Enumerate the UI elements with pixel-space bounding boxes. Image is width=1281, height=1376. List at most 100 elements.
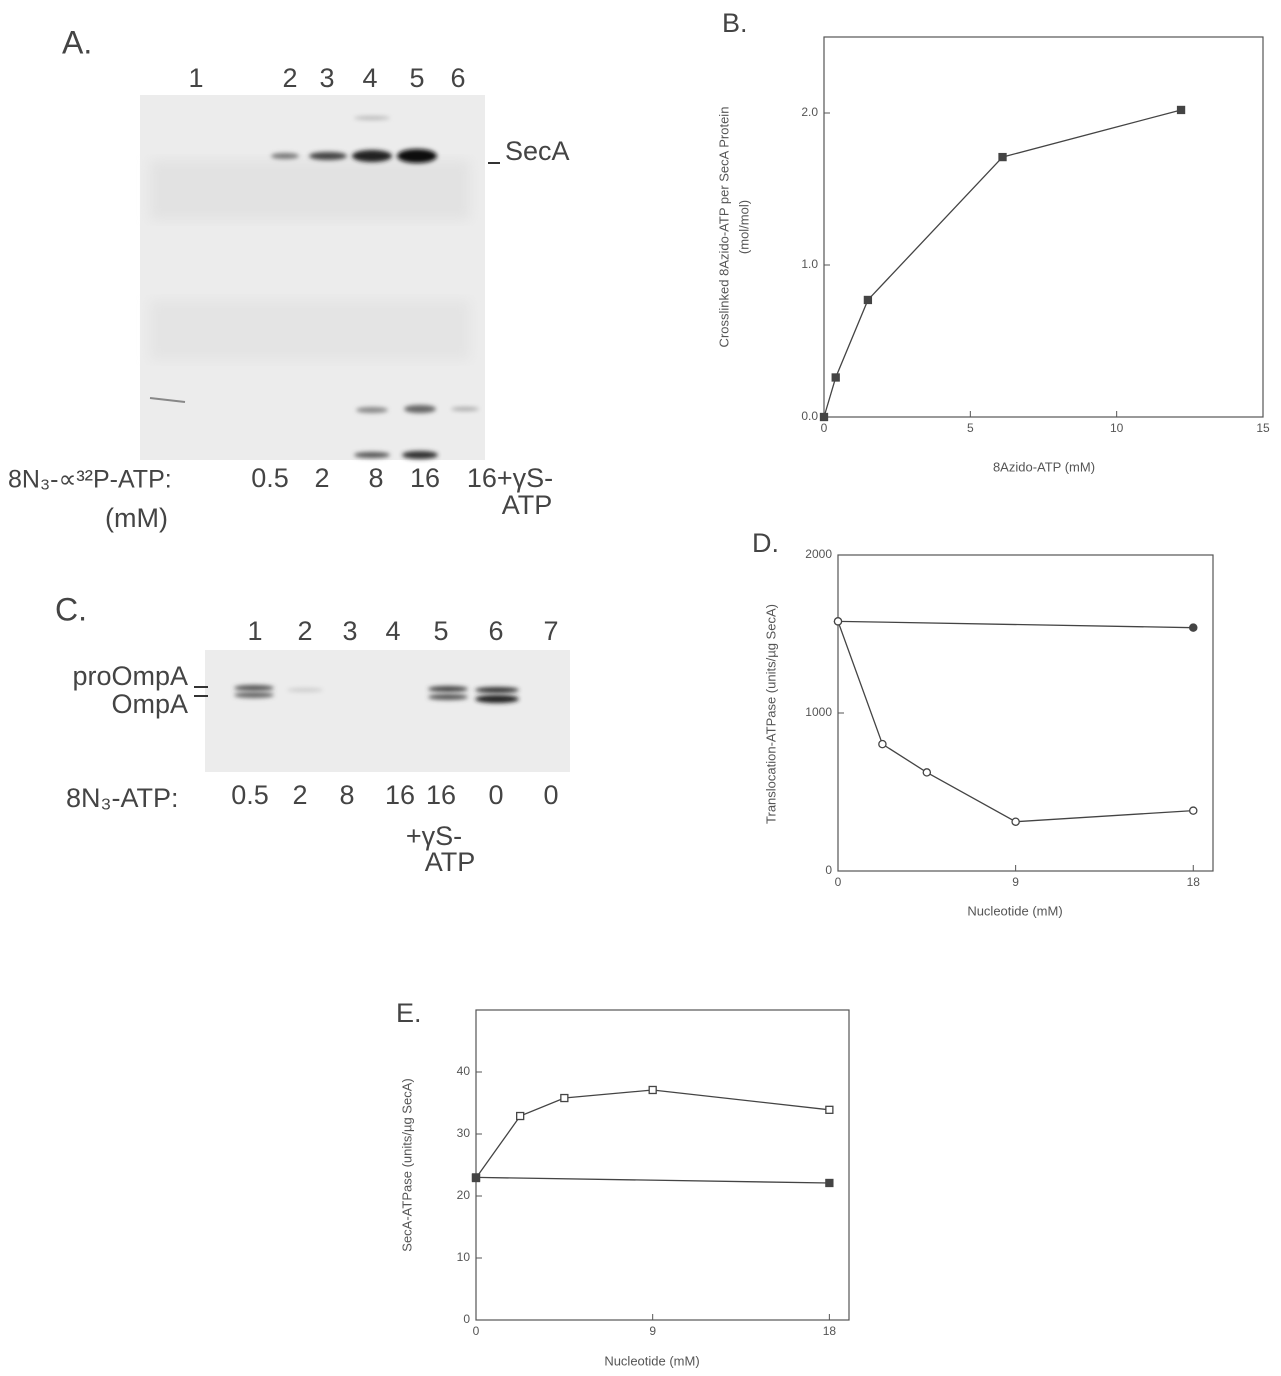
marker	[1012, 818, 1019, 825]
marker	[517, 1113, 524, 1120]
marker	[832, 374, 839, 381]
gel-band	[428, 686, 468, 692]
y-tick-label: 0	[463, 1312, 470, 1326]
gel-smear	[150, 160, 470, 220]
row-label: 8N₃-ATP:	[66, 783, 179, 813]
lane-number: 3	[319, 63, 334, 93]
marker	[473, 1174, 480, 1181]
y-tick-label: 1000	[805, 705, 832, 719]
x-tick-label: 0	[821, 421, 828, 435]
gel-band	[402, 451, 438, 459]
lane-concentration: 2	[292, 780, 307, 810]
panel-label: E.	[396, 998, 422, 1028]
gel-band	[404, 405, 436, 413]
lane-number: 5	[409, 63, 424, 93]
panel-label: C.	[55, 591, 87, 627]
marker	[1190, 624, 1197, 631]
lane-number: 6	[488, 616, 503, 646]
gel-smear	[150, 300, 470, 360]
lane-number: 2	[297, 616, 312, 646]
gel-band	[475, 687, 519, 693]
x-tick-label: 18	[1187, 875, 1201, 889]
lane-concentration: 0.5	[251, 463, 289, 493]
marker	[1178, 106, 1185, 113]
gel-background	[205, 650, 570, 772]
band-label: proOmpA	[72, 661, 188, 691]
y-tick-label: 2.0	[801, 105, 818, 119]
gel-band	[354, 452, 390, 458]
lane-number: 1	[247, 616, 262, 646]
y-tick-label: 1.0	[801, 257, 818, 271]
figure: A. SecA 8N₃-∝³²P-ATP: (mM) ATP C. proOmp…	[0, 0, 1281, 1376]
gel-band	[354, 116, 390, 120]
y-axis-label: Translocation-ATPase (units/µg SecA)	[763, 604, 778, 824]
x-tick-label: 10	[1110, 421, 1124, 435]
y-tick-label: 40	[457, 1064, 471, 1078]
y-tick-label: 2000	[805, 547, 832, 561]
y-tick-label: 0	[825, 863, 832, 877]
x-tick-label: 9	[649, 1324, 656, 1338]
lane-concentration: 16+γS-	[467, 463, 553, 493]
row-label: 8N₃-∝³²P-ATP:	[8, 466, 172, 494]
lane-number: 4	[362, 63, 377, 93]
gel-band	[451, 407, 479, 411]
x-tick-label: 9	[1012, 875, 1019, 889]
marker	[561, 1095, 568, 1102]
y-axis-label: Crosslinked 8Azido-ATP per SecA Protein	[716, 107, 731, 348]
panel-label: B.	[722, 8, 748, 38]
gel-band	[287, 688, 323, 692]
row-unit: (mM)	[105, 503, 168, 533]
lane-number: 4	[385, 616, 400, 646]
marker	[923, 769, 930, 776]
lane-concentration: 8	[368, 463, 383, 493]
lane-number: 2	[282, 63, 297, 93]
y-axis-label: SecA-ATPase (units/µg SecA)	[399, 1078, 414, 1251]
lane-concentration: 0	[543, 780, 558, 810]
x-axis-label: 8Azido-ATP (mM)	[993, 459, 1095, 474]
lane-concentration: 16	[426, 780, 456, 810]
marker	[826, 1179, 833, 1186]
gel-band	[475, 695, 519, 703]
gel-band	[356, 407, 388, 413]
y-tick-label: 10	[457, 1250, 471, 1264]
lane-concentration: 8	[339, 780, 354, 810]
marker	[999, 154, 1006, 161]
marker	[821, 414, 828, 421]
band-label: SecA	[505, 136, 570, 166]
lane-number: 5	[433, 616, 448, 646]
y-axis-label: (mol/mol)	[736, 200, 751, 254]
gel-band	[234, 685, 274, 691]
lane-concentration: 0	[488, 780, 503, 810]
gel-band	[271, 153, 299, 159]
band-label: OmpA	[111, 689, 188, 719]
x-axis-label: Nucleotide (mM)	[604, 1353, 699, 1368]
lane-note: ATP	[502, 490, 553, 520]
x-tick-label: 18	[823, 1324, 837, 1338]
lane-concentration: 16	[385, 780, 415, 810]
gel-background	[140, 95, 485, 460]
lane-note: ATP	[425, 847, 476, 877]
y-tick-label: 30	[457, 1126, 471, 1140]
lane-concentration: 0.5	[231, 780, 269, 810]
marker	[826, 1106, 833, 1113]
marker	[879, 741, 886, 748]
lane-concentration: 16	[410, 463, 440, 493]
lane-concentration: 2	[314, 463, 329, 493]
lane-number: 3	[342, 616, 357, 646]
marker	[864, 296, 871, 303]
x-tick-label: 15	[1256, 421, 1270, 435]
lane-number: 1	[188, 63, 203, 93]
panel-label: D.	[752, 528, 779, 558]
x-tick-label: 5	[967, 421, 974, 435]
gel-band	[397, 149, 437, 163]
marker	[1190, 807, 1197, 814]
x-tick-label: 0	[835, 875, 842, 889]
y-tick-label: 0.0	[801, 409, 818, 423]
x-axis-label: Nucleotide (mM)	[967, 903, 1062, 918]
marker	[649, 1086, 656, 1093]
marker	[834, 618, 841, 625]
gel-band	[352, 150, 392, 162]
x-tick-label: 0	[473, 1324, 480, 1338]
y-tick-label: 20	[457, 1188, 471, 1202]
lane-number: 6	[450, 63, 465, 93]
